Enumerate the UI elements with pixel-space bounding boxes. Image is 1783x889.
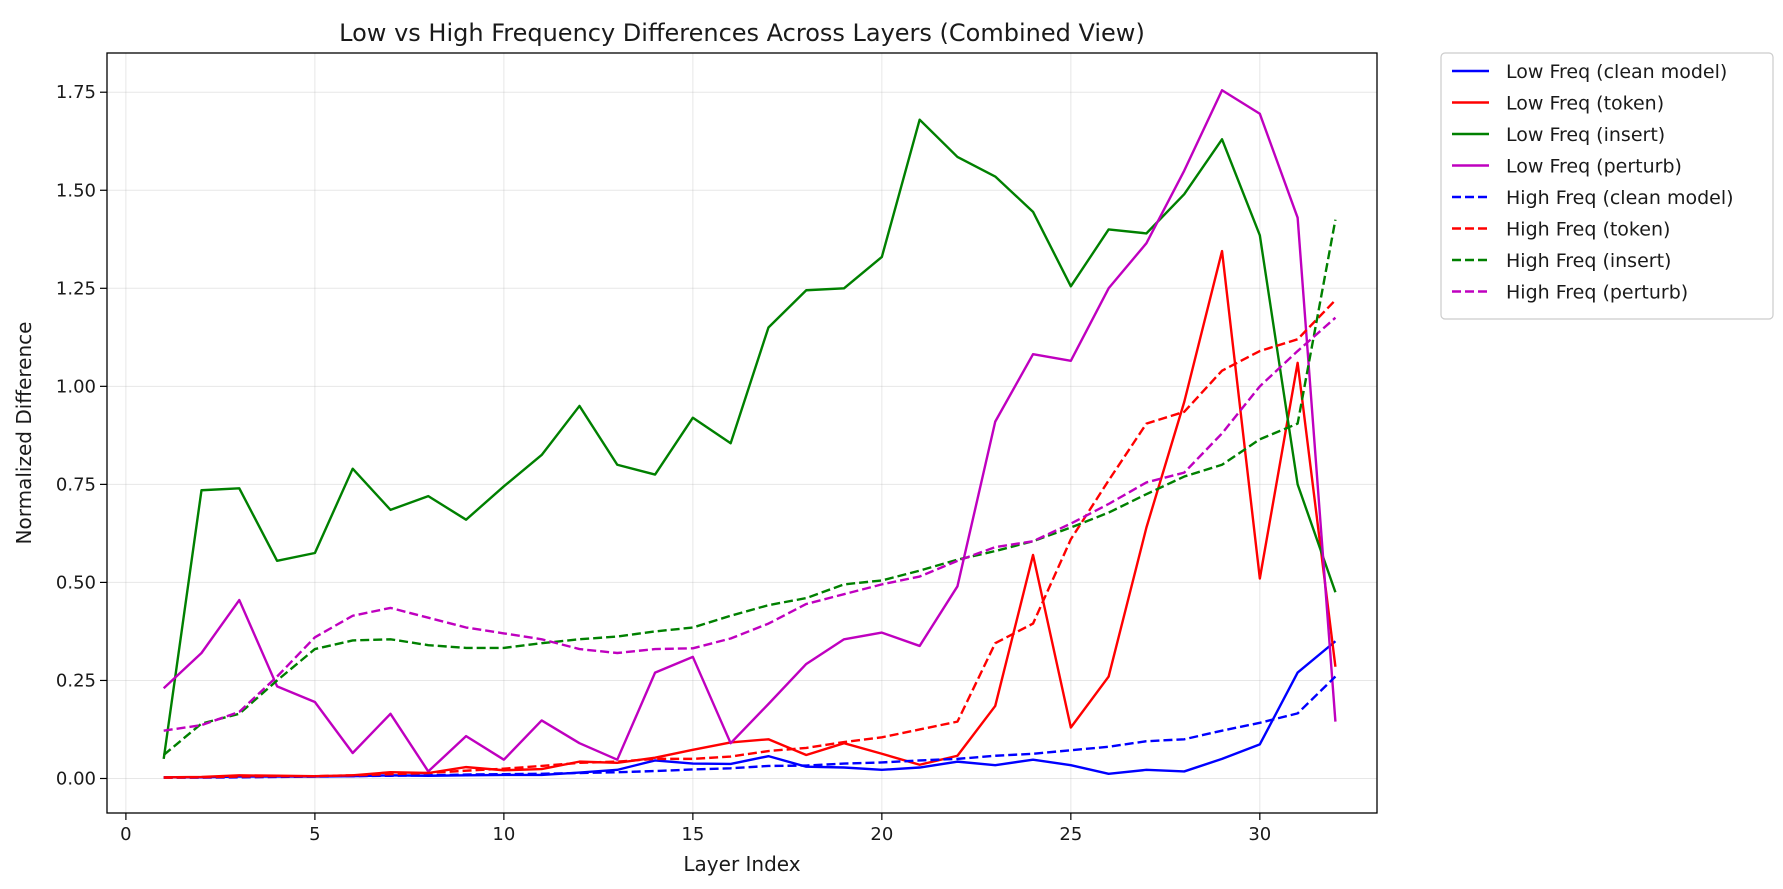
- legend-label: Low Freq (insert): [1506, 124, 1665, 146]
- y-tick-label: 1.25: [56, 278, 96, 299]
- x-tick-label: 0: [120, 824, 131, 845]
- x-tick-label: 10: [492, 824, 515, 845]
- x-tick-label: 30: [1248, 824, 1271, 845]
- series-line-5: [163, 299, 1337, 779]
- grid: [107, 53, 1377, 813]
- y-tick-label: 0.00: [56, 768, 96, 789]
- legend-label: Low Freq (clean model): [1506, 61, 1727, 83]
- x-tick-label: 5: [309, 824, 320, 845]
- x-tick-label: 15: [681, 824, 704, 845]
- series-line-6: [162, 219, 1337, 756]
- x-axis-label: Layer Index: [683, 852, 800, 876]
- y-tick-label: 0.25: [56, 670, 96, 691]
- series-line-3: [162, 89, 1337, 773]
- y-tick-label: 0.75: [56, 474, 96, 495]
- legend: Low Freq (clean model) Low Freq (token) Lo…: [1440, 52, 1774, 320]
- y-tick-label: 0.50: [56, 572, 96, 593]
- y-axis-label: Normalized Difference: [12, 322, 36, 545]
- legend-label: Low Freq (perturb): [1506, 156, 1682, 178]
- y-tick-label: 1.50: [56, 180, 96, 201]
- series-lines: [162, 89, 1337, 779]
- chart-title: Low vs High Frequency Differences Across…: [339, 19, 1145, 47]
- legend-label: Low Freq (token): [1506, 93, 1664, 115]
- legend-label: High Freq (token): [1506, 219, 1670, 241]
- legend-label: High Freq (clean model): [1506, 187, 1734, 209]
- x-tick-label: 20: [870, 824, 893, 845]
- series-line-7: [163, 316, 1337, 732]
- series-line-2: [162, 118, 1337, 760]
- plot-area-frame: [106, 52, 1378, 814]
- legend-label: High Freq (insert): [1506, 250, 1671, 272]
- legend-box: [1440, 52, 1774, 320]
- axis-ticks: 0 5 10 15 20 25 30 0.00 0.25 0.50 0.75 1.00 1.25 1.50…: [56, 82, 1271, 845]
- y-tick-label: 1.75: [56, 82, 96, 103]
- y-tick-label: 1.00: [56, 376, 96, 397]
- legend-label: High Freq (perturb): [1506, 282, 1688, 304]
- x-tick-label: 25: [1059, 824, 1082, 845]
